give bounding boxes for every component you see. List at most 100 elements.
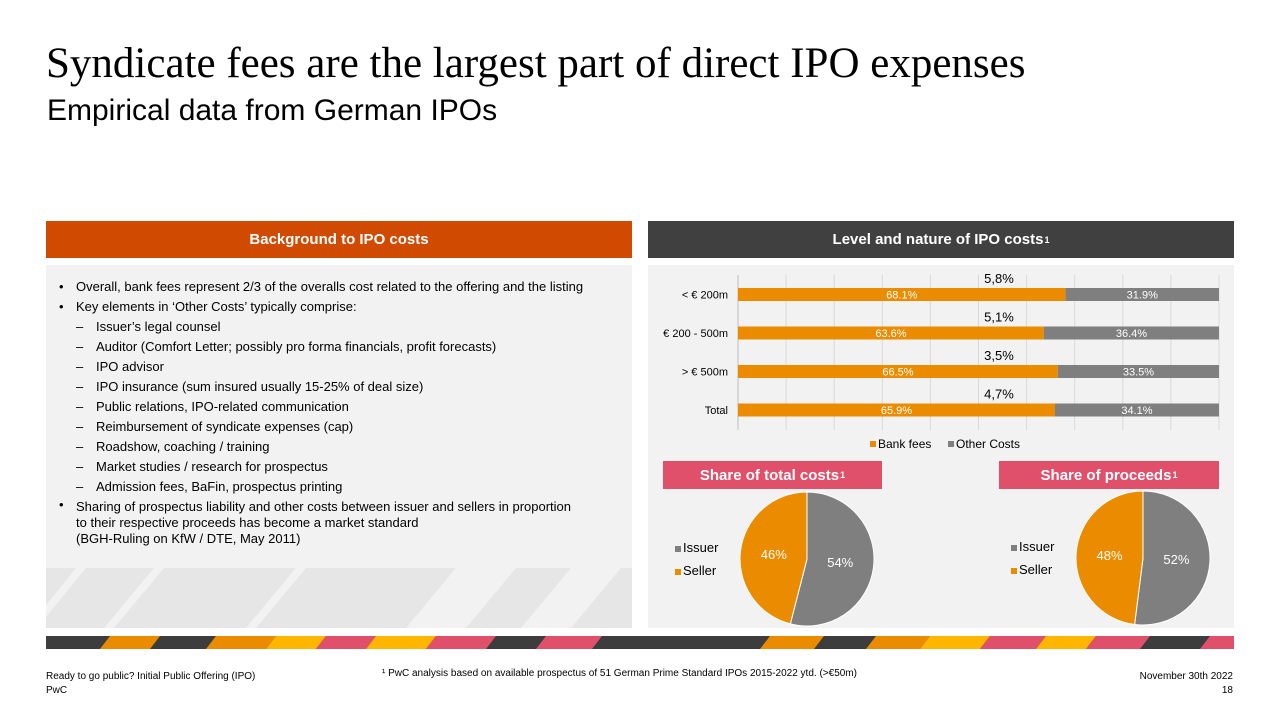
legend-label: Other Costs <box>956 437 1020 451</box>
bullet-marker: • <box>59 279 64 294</box>
share-total-costs-title: Share of total costs <box>699 466 840 484</box>
sub-bullet-item: – Reimbursement of syndicate expenses (ca… <box>56 417 616 437</box>
legend-swatch <box>675 546 681 552</box>
legend-swatch <box>870 441 876 447</box>
legend-label: Issuer <box>683 540 719 555</box>
share-proceeds-title: Share of proceeds <box>1040 466 1172 484</box>
bullet-marker: – <box>76 479 84 494</box>
bullet-text: Reimbursement of syndicate expenses (cap… <box>96 419 354 434</box>
bullet-text: Key elements in ‘Other Costs’ typically … <box>76 299 357 314</box>
annotation-label: 5,8% <box>984 271 1014 286</box>
category-label: < € 200m <box>682 290 728 302</box>
bullet-marker: – <box>76 339 84 354</box>
pie-data-label: 48% <box>1097 548 1123 563</box>
background-panel-header: Background to IPO costs <box>46 221 632 258</box>
bullet-marker: – <box>76 419 84 434</box>
annotation-label: 3,5% <box>984 348 1014 363</box>
legend-swatch <box>1011 545 1017 551</box>
sub-bullet-item: – Market studies / research for prospectu… <box>56 457 616 477</box>
footer-date: November 30th 2022 <box>1139 671 1233 682</box>
data-label: 34.1% <box>1121 405 1152 417</box>
bar-segment <box>1065 288 1219 301</box>
pie-data-label: 54% <box>827 555 853 570</box>
bar-segment <box>1057 365 1219 378</box>
footnote-marker: 1 <box>1044 234 1050 245</box>
share-total-costs-pie: 54% 46% Issuer Seller <box>675 491 875 627</box>
category-label: € 200 - 500m <box>663 328 728 340</box>
bullet-text: Overall, bank fees represent 2/3 of the … <box>76 279 584 294</box>
sub-bullet-item: – IPO insurance (sum insured usually 15-2… <box>56 377 616 397</box>
background-panel: • Overall, bank fees represent 2/3 of the… <box>46 265 632 628</box>
sub-bullet-item: – Issuer’s legal counsel <box>56 317 616 337</box>
footer-left: Ready to go public? Initial Public Offer… <box>46 670 255 698</box>
footer-right: November 30th 2022 18 <box>1140 670 1233 698</box>
bullet-item: • Key elements in ‘Other Costs’ typically… <box>56 297 616 317</box>
bullet-text: Roadshow, coaching / training <box>96 439 270 454</box>
bullet-marker: – <box>76 319 84 334</box>
data-label: 33.5% <box>1123 367 1154 379</box>
data-label: 63.6% <box>875 328 906 340</box>
footnote: ¹ PwC analysis based on available prospe… <box>382 668 857 679</box>
annotation-label: 4,7% <box>984 387 1014 402</box>
bar-segment <box>1054 403 1219 417</box>
bullet-marker: – <box>76 439 84 454</box>
legend-label: Bank fees <box>878 437 931 451</box>
legend-label: Seller <box>683 563 717 578</box>
sub-bullet-item: – Public relations, IPO-related communica… <box>56 397 616 417</box>
footnote-marker: 1 <box>840 470 846 480</box>
footnote-marker: 1 <box>1172 470 1178 480</box>
bullet-text: Public relations, IPO-related communicat… <box>96 399 349 414</box>
data-label: 66.5% <box>882 367 913 379</box>
legend-label: Seller <box>1019 562 1053 577</box>
ipo-costs-panel-header: Level and nature of IPO costs 1 <box>648 221 1234 258</box>
bullet-marker: – <box>76 379 84 394</box>
ipo-costs-bar-chart: < € 200m 68.1% 31.9% 5,8% € 200 - 500m 63.6% 3… <box>663 271 1220 451</box>
bullet-text: IPO insurance (sum insured usually 15-25… <box>96 379 424 394</box>
share-proceeds-header: Share of proceeds 1 <box>999 461 1219 489</box>
pie-slice <box>1075 491 1144 626</box>
footer-doc-title: Ready to go public? Initial Public Offer… <box>46 671 256 682</box>
page-title: Syndicate fees are the largest part of d… <box>46 40 1026 87</box>
bullet-marker: – <box>76 459 84 474</box>
bar-segment <box>738 365 1058 378</box>
bullet-marker: • <box>59 299 64 314</box>
bar-segment <box>738 403 1055 417</box>
ipo-costs-panel-title: Level and nature of IPO costs <box>832 231 1044 248</box>
sub-bullet-item: – Auditor (Comfort Letter; possibly pro f… <box>56 337 616 357</box>
bar-segment <box>738 288 1066 301</box>
bullet-text: Sharing of prospectus liability and othe… <box>76 499 571 546</box>
category-label: Total <box>705 405 728 417</box>
bar-segment <box>1043 326 1219 340</box>
legend-swatch <box>948 441 954 447</box>
legend-swatch <box>1011 568 1017 574</box>
sub-bullet-item: – Roadshow, coaching / training <box>56 437 616 457</box>
data-label: 65.9% <box>881 405 912 417</box>
bullet-item: • Overall, bank fees represent 2/3 of the… <box>56 277 616 297</box>
bullet-item: • Sharing of prospectus liability and oth… <box>56 497 616 549</box>
decorative-footer-stripe <box>46 636 1234 649</box>
bullet-marker: – <box>76 399 84 414</box>
bar-legend: Bank fees Other Costs <box>870 437 1020 451</box>
bullet-text: Auditor (Comfort Letter; possibly pro fo… <box>96 339 497 354</box>
bar-segment <box>738 326 1044 340</box>
bullet-text: Market studies / research for prospectus <box>96 459 328 474</box>
sub-bullet-item: – IPO advisor <box>56 357 616 377</box>
footer-company: PwC <box>46 685 68 696</box>
bullet-text: IPO advisor <box>96 359 164 374</box>
bullet-text: Issuer’s legal counsel <box>96 319 221 334</box>
pie-slice <box>1134 491 1211 626</box>
pie-slice <box>789 491 875 627</box>
page-subtitle: Empirical data from German IPOs <box>47 94 498 127</box>
data-label: 31.9% <box>1127 290 1158 302</box>
page-number: 18 <box>1221 685 1233 696</box>
category-label: > € 500m <box>682 367 728 379</box>
annotation-label: 5,1% <box>984 310 1014 325</box>
pie-data-label: 46% <box>761 547 787 562</box>
bullet-text: Admission fees, BaFin, prospectus printi… <box>96 479 343 494</box>
share-proceeds-pie: 52% 48% Issuer Seller <box>1011 491 1211 626</box>
pie-data-label: 52% <box>1163 552 1189 567</box>
bullet-marker: • <box>59 497 64 512</box>
share-total-costs-header: Share of total costs 1 <box>663 461 882 489</box>
legend-label: Issuer <box>1019 539 1055 554</box>
pie-slice <box>739 491 808 625</box>
